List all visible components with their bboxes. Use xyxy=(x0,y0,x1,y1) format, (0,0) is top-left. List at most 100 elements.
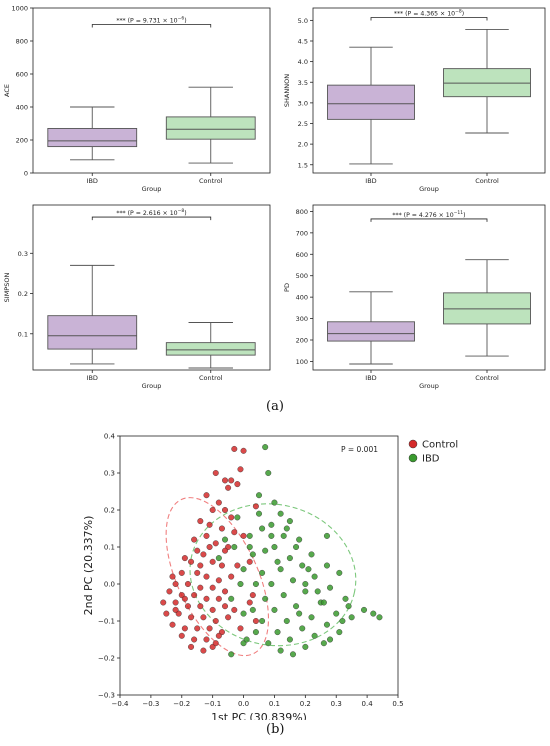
legend-label-control: Control xyxy=(422,440,458,451)
y-axis-label: 2nd PC (20.337%) xyxy=(82,516,95,616)
y-tick-label: 0.1 xyxy=(18,330,28,338)
data-point xyxy=(181,595,188,602)
y-tick-label: 2.5 xyxy=(298,120,308,128)
x-axis-label: Group xyxy=(419,382,439,390)
data-point xyxy=(228,477,235,484)
data-point xyxy=(240,566,247,573)
y-tick-label: 200 xyxy=(296,337,308,345)
data-point xyxy=(259,617,266,624)
data-point xyxy=(231,606,238,613)
sig-prefix: *** (P = 4.276 xyxy=(392,212,438,219)
x-tick-label: −0.1 xyxy=(204,700,221,708)
data-point xyxy=(215,577,222,584)
data-point xyxy=(274,558,281,565)
legend-marker-ibd xyxy=(408,453,418,463)
data-point xyxy=(178,569,185,576)
data-point xyxy=(222,536,229,543)
data-point xyxy=(259,525,266,532)
data-point xyxy=(327,584,334,591)
plot-frame xyxy=(312,204,546,371)
boxplot-pd: 100 200 300 400 500 600 700 800 IBD Control Group P… xyxy=(283,204,546,390)
sig-base: 10 xyxy=(447,10,455,17)
data-point xyxy=(348,614,355,621)
data-point xyxy=(289,651,296,658)
y-tick-label: 600 xyxy=(16,71,28,79)
data-point xyxy=(277,510,284,517)
data-point xyxy=(289,577,296,584)
sig-base: 10 xyxy=(446,212,454,219)
data-point xyxy=(293,543,300,550)
iqr-box xyxy=(165,342,256,356)
p-value-annotation: P = 0.001 xyxy=(341,445,378,454)
data-point xyxy=(191,592,198,599)
sig-times: × xyxy=(440,10,447,17)
data-point xyxy=(296,536,303,543)
data-point xyxy=(286,555,293,562)
data-point xyxy=(240,447,247,454)
data-point xyxy=(370,610,377,617)
data-point xyxy=(178,632,185,639)
data-point xyxy=(246,558,253,565)
iqr-box xyxy=(443,292,531,325)
sig-times: × xyxy=(439,212,446,219)
significance-bracket xyxy=(370,17,488,21)
sig-times: × xyxy=(163,18,170,25)
data-point xyxy=(305,566,312,573)
data-point xyxy=(231,529,238,536)
significance-bracket xyxy=(91,24,212,28)
data-point xyxy=(262,547,269,554)
data-point xyxy=(274,629,281,636)
data-point xyxy=(333,610,340,617)
data-point xyxy=(262,444,269,451)
data-point xyxy=(163,610,170,617)
data-point xyxy=(212,540,219,547)
panel-label-b: (b) xyxy=(266,722,285,737)
plot-frame xyxy=(312,7,546,174)
data-point xyxy=(336,629,343,636)
x-tick-label: −0.2 xyxy=(173,700,190,708)
y-tick-label: 700 xyxy=(296,229,308,237)
data-point xyxy=(302,588,309,595)
data-point xyxy=(327,636,334,643)
data-point xyxy=(240,610,247,617)
data-point xyxy=(252,617,259,624)
data-point xyxy=(311,573,318,580)
y-tick-label: 600 xyxy=(296,251,308,259)
scatter-plot: −0.4 −0.3 −0.2 −0.1 0.0 0.1 0.2 0.3 0.4 0.5−0.3−0… xyxy=(82,433,404,721)
data-point xyxy=(361,606,368,613)
data-point xyxy=(228,573,235,580)
iqr-box xyxy=(327,321,415,342)
data-point xyxy=(215,555,222,562)
data-point xyxy=(320,599,327,606)
y-axis-label: SIMPSON xyxy=(3,273,11,303)
data-point xyxy=(184,580,191,587)
data-point xyxy=(302,580,309,587)
data-point xyxy=(277,566,284,573)
legend-marker-control xyxy=(408,439,418,449)
x-axis-label: Group xyxy=(419,185,439,193)
data-point xyxy=(212,617,219,624)
data-point xyxy=(249,592,256,599)
data-point xyxy=(222,477,229,484)
figure-a-boxplots: 0 200 400 600 800 1000 IBD Control Group ACE *** (… xyxy=(3,5,546,390)
box-ibd xyxy=(327,291,415,365)
data-point xyxy=(237,625,244,632)
data-point xyxy=(188,614,195,621)
y-tick-label: 0.0 xyxy=(104,581,115,589)
data-point xyxy=(277,647,284,654)
series-control xyxy=(160,445,259,654)
data-point xyxy=(197,518,204,525)
figure-b-pca-scatter: −0.4 −0.3 −0.2 −0.1 0.0 0.1 0.2 0.3 0.4 0.5−0.3−0… xyxy=(82,433,458,721)
sig-exponent: −11 xyxy=(454,210,464,216)
data-point xyxy=(259,569,266,576)
sig-base: 10 xyxy=(170,18,178,25)
data-point xyxy=(268,532,275,539)
sig-exponent: −6 xyxy=(178,16,185,22)
data-point xyxy=(271,543,278,550)
data-point xyxy=(206,521,213,528)
significance-label: *** (P = 2.616 × 10−8) xyxy=(116,208,186,217)
data-point xyxy=(246,599,253,606)
x-tick-label: IBD xyxy=(365,374,376,382)
data-point xyxy=(200,647,207,654)
iqr-box xyxy=(47,315,138,350)
